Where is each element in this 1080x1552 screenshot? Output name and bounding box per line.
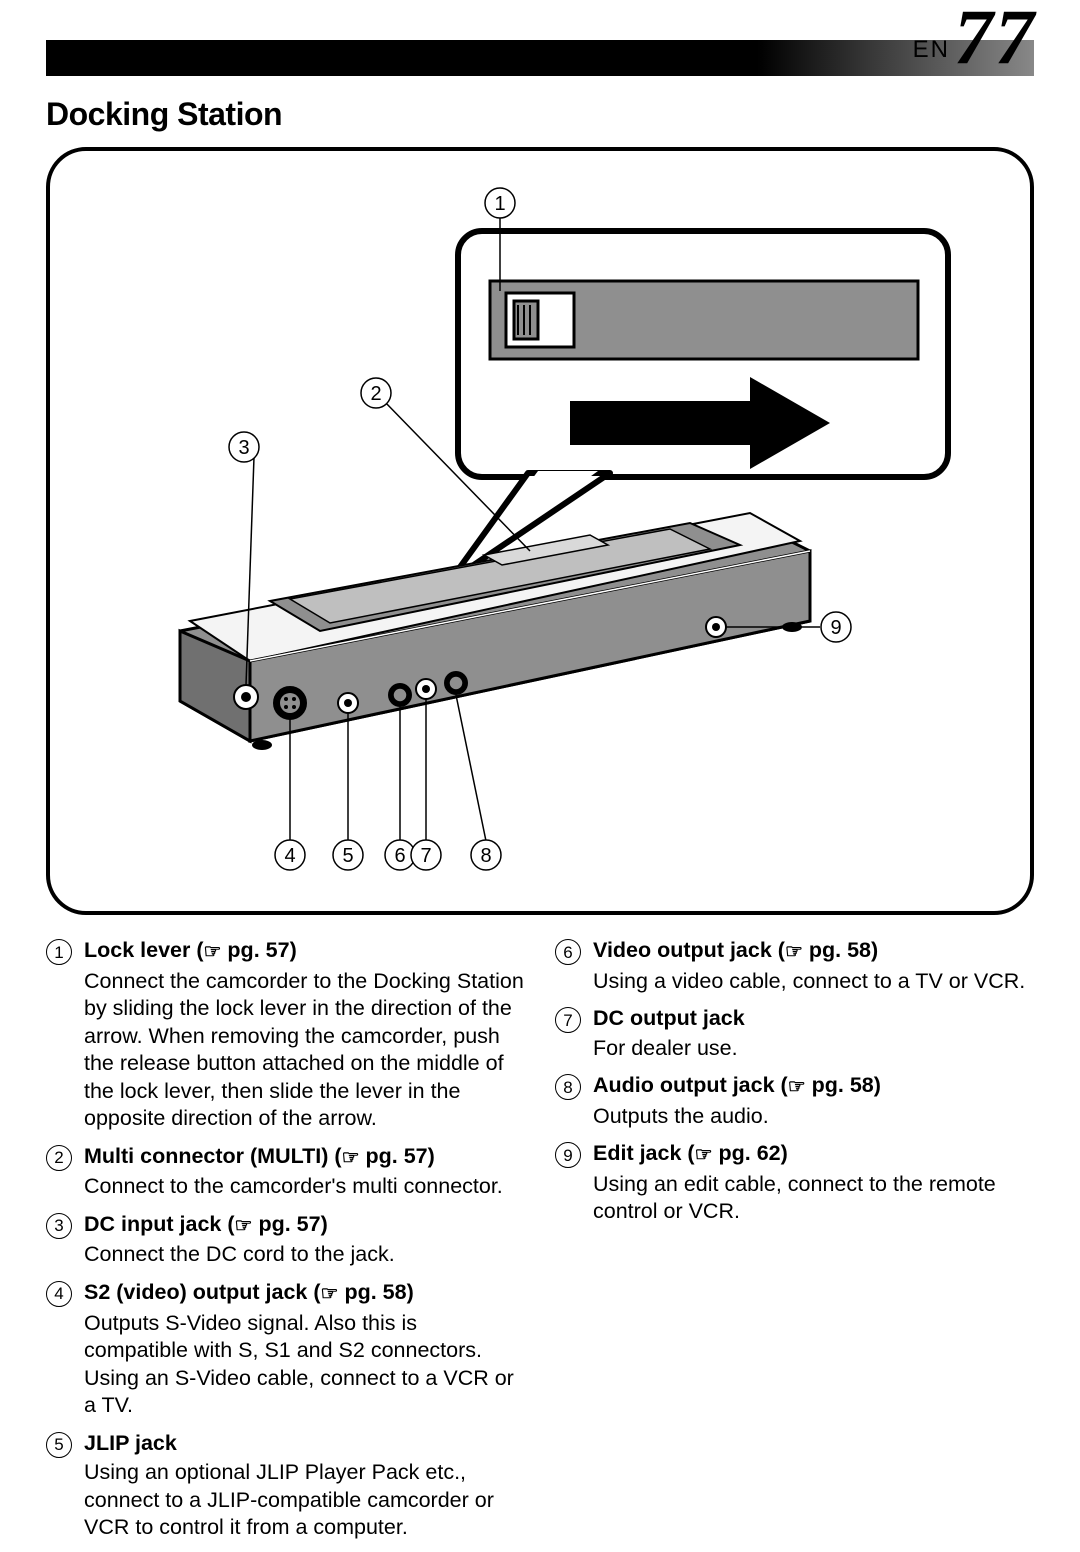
page-num: 77 xyxy=(954,0,1036,80)
page-ref: pg. 58 xyxy=(809,938,871,962)
item-title: Edit jack (☞ pg. 62) xyxy=(593,1140,1034,1169)
page-ref: pg. 58 xyxy=(812,1073,874,1097)
page-ref: pg. 62 xyxy=(718,1141,780,1165)
description-columns: 1 Lock lever (☞ pg. 57)Connect the camcor… xyxy=(46,937,1034,1552)
item-1: 1 Lock lever (☞ pg. 57)Connect the camcor… xyxy=(46,937,525,1133)
pointer-icon: ☞ xyxy=(788,1075,806,1101)
item-description: Outputs S-Video signal. Also this is com… xyxy=(84,1310,525,1420)
item-description: Outputs the audio. xyxy=(593,1103,1034,1131)
item-number: 7 xyxy=(555,1007,581,1033)
item-6: 6 Video output jack (☞ pg. 58)Using a vid… xyxy=(555,937,1034,995)
page-ref: pg. 58 xyxy=(344,1280,406,1304)
item-number: 6 xyxy=(555,939,581,965)
svg-text:3: 3 xyxy=(238,437,249,459)
item-description: Using an optional JLIP Player Pack etc.,… xyxy=(84,1459,525,1542)
svg-text:1: 1 xyxy=(494,193,505,215)
header-bar: EN77 xyxy=(46,40,1034,76)
item-8: 8 Audio output jack (☞ pg. 58)Outputs the… xyxy=(555,1072,1034,1130)
item-title: S2 (video) output jack (☞ pg. 58) xyxy=(84,1279,525,1308)
item-description: Using an edit cable, connect to the remo… xyxy=(593,1171,1034,1226)
item-title: DC input jack (☞ pg. 57) xyxy=(84,1211,525,1240)
item-4: 4 S2 (video) output jack (☞ pg. 58)Output… xyxy=(46,1279,525,1420)
item-3: 3 DC input jack (☞ pg. 57)Connect the DC … xyxy=(46,1211,525,1269)
page-ref: pg. 57 xyxy=(258,1212,320,1236)
page-number: EN77 xyxy=(913,6,1036,70)
item-7: 7 DC output jackFor dealer use. xyxy=(555,1005,1034,1062)
item-title: Audio output jack (☞ pg. 58) xyxy=(593,1072,1034,1101)
item-description: Connect the camcorder to the Docking Sta… xyxy=(84,968,525,1133)
item-description: Connect to the camcorder's multi connect… xyxy=(84,1173,525,1201)
item-title: JLIP jack xyxy=(84,1430,525,1458)
item-5: 5 JLIP jackUsing an optional JLIP Player … xyxy=(46,1430,525,1542)
pointer-icon: ☞ xyxy=(695,1143,713,1169)
page-ref: pg. 57 xyxy=(365,1144,427,1168)
item-title: DC output jack xyxy=(593,1005,1034,1033)
item-2: 2 Multi connector (MULTI) (☞ pg. 57)Conne… xyxy=(46,1143,525,1201)
svg-text:2: 2 xyxy=(370,383,381,405)
docking-station-diagram: 1 2 3 4 5 6 xyxy=(50,151,1030,911)
lang-label: EN xyxy=(913,36,950,63)
pointer-icon: ☞ xyxy=(235,1214,253,1240)
item-number: 2 xyxy=(46,1145,72,1171)
svg-text:9: 9 xyxy=(830,617,841,639)
item-description: Connect the DC cord to the jack. xyxy=(84,1241,525,1269)
section-title: Docking Station xyxy=(46,96,1034,133)
item-9: 9 Edit jack (☞ pg. 62)Using an edit cable… xyxy=(555,1140,1034,1226)
item-number: 9 xyxy=(555,1142,581,1168)
pointer-icon: ☞ xyxy=(785,940,803,966)
svg-text:7: 7 xyxy=(420,845,431,867)
page-ref: pg. 57 xyxy=(227,938,289,962)
pointer-icon: ☞ xyxy=(321,1282,339,1308)
item-title: Video output jack (☞ pg. 58) xyxy=(593,937,1034,966)
item-number: 1 xyxy=(46,939,72,965)
svg-text:6: 6 xyxy=(394,845,405,867)
item-number: 8 xyxy=(555,1074,581,1100)
item-number: 4 xyxy=(46,1281,72,1307)
item-title: Multi connector (MULTI) (☞ pg. 57) xyxy=(84,1143,525,1172)
svg-text:5: 5 xyxy=(342,845,353,867)
svg-text:8: 8 xyxy=(480,845,491,867)
pointer-icon: ☞ xyxy=(342,1146,360,1172)
item-title: Lock lever (☞ pg. 57) xyxy=(84,937,525,966)
left-column: 1 Lock lever (☞ pg. 57)Connect the camcor… xyxy=(46,937,525,1552)
diagram-frame: 1 2 3 4 5 6 xyxy=(46,147,1034,915)
item-description: Using a video cable, connect to a TV or … xyxy=(593,968,1034,996)
svg-text:4: 4 xyxy=(284,845,295,867)
item-number: 3 xyxy=(46,1213,72,1239)
pointer-icon: ☞ xyxy=(204,940,222,966)
item-description: For dealer use. xyxy=(593,1035,1034,1063)
right-column: 6 Video output jack (☞ pg. 58)Using a vid… xyxy=(555,937,1034,1552)
item-number: 5 xyxy=(46,1432,72,1458)
